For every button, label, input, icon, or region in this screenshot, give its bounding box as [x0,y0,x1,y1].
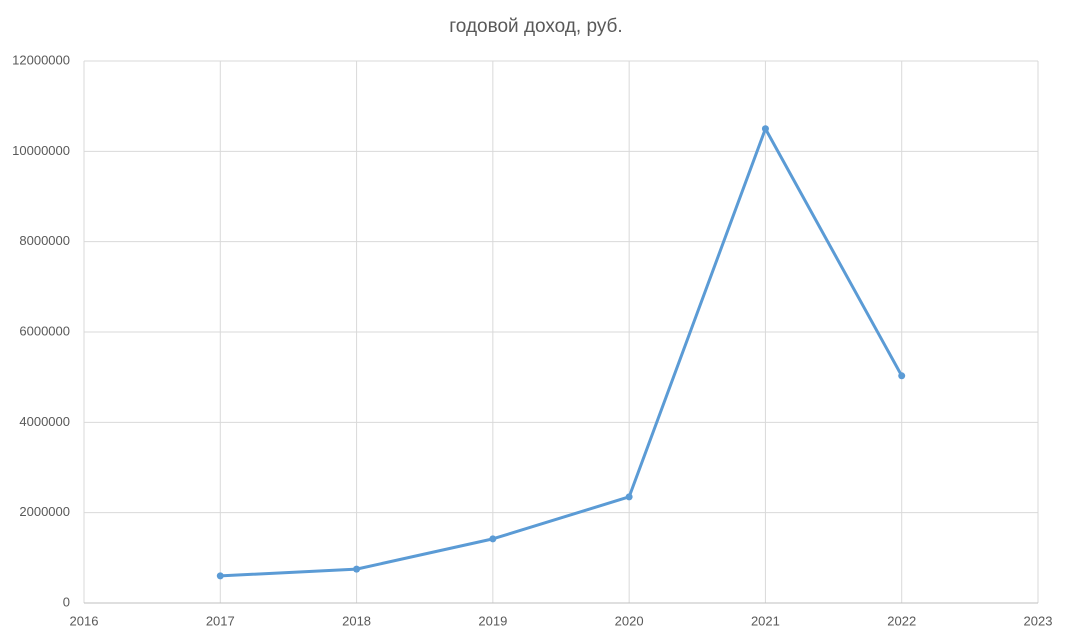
chart-title: годовой доход, руб. [449,16,622,37]
y-tick-label: 2000000 [19,504,70,519]
point [625,493,633,501]
y-tick-label: 6000000 [19,323,70,338]
point [353,565,361,573]
y-tick-label: 0 [63,594,70,609]
x-tick-label: 2019 [478,613,507,628]
x-tick-label: 2022 [887,613,916,628]
point [898,372,906,380]
point [761,125,769,133]
series-line [220,127,904,578]
y-tick-label: 12000000 [12,52,70,67]
x-tick-label: 2023 [1024,613,1053,628]
x-tick-label: 2016 [70,613,99,628]
point [216,572,224,580]
y-tick-label: 10000000 [12,143,70,158]
x-tick-label: 2021 [751,613,780,628]
x-tick-label: 2018 [342,613,371,628]
y-tick-label: 4000000 [19,414,70,429]
point [489,535,497,543]
x-tick-label: 2020 [615,613,644,628]
y-tick-label: 8000000 [19,233,70,248]
x-tick-label: 2017 [206,613,235,628]
